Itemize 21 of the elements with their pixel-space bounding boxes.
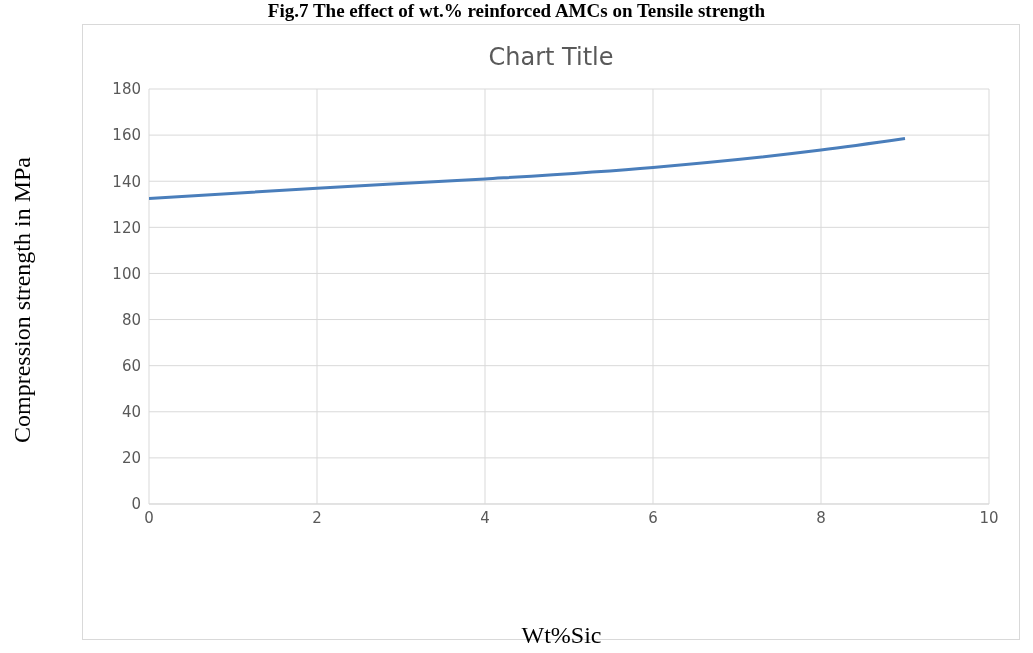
x-axis-title: Wt%Sic: [520, 622, 603, 649]
y-tick-label: 20: [121, 449, 141, 468]
y-tick-label: 180: [112, 80, 141, 99]
x-tick-label: 2: [312, 508, 322, 527]
x-tick-label: 6: [648, 508, 658, 527]
x-tick-label: 10: [979, 508, 999, 527]
chart-title: Fig.7 The effect of wt.% reinforced AMCs on Tensile strength: [266, 0, 767, 22]
y-tick-label: 100: [112, 264, 141, 283]
y-tick-label: 60: [121, 356, 141, 375]
chart-subtitle: Chart Title: [487, 43, 615, 71]
y-tick-label: 80: [121, 310, 141, 329]
x-tick-label: 0: [144, 508, 154, 527]
y-axis-title: Compression strength in MPa: [8, 157, 36, 443]
y-tick-label: 140: [112, 172, 141, 191]
line-series: [149, 137, 907, 201]
y-tick-label: 120: [112, 218, 141, 237]
x-tick-label: 4: [480, 508, 490, 527]
y-tick-label: 40: [121, 403, 141, 422]
y-tick-label: 160: [112, 126, 141, 145]
x-tick-label: 8: [816, 508, 826, 527]
y-tick-label: 0: [131, 495, 141, 514]
